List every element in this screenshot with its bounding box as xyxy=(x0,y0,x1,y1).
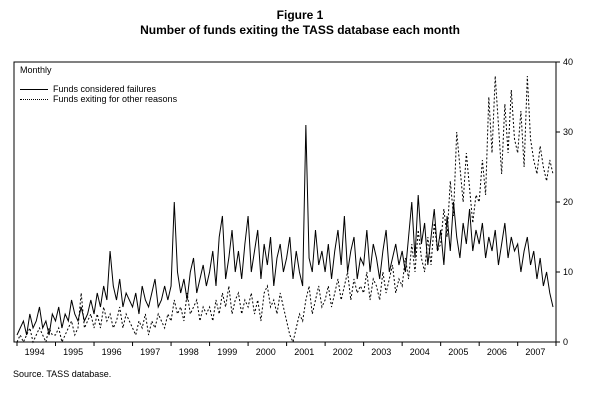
figure-number: Figure 1 xyxy=(276,8,324,22)
source-note: Source. TASS database. xyxy=(13,369,112,379)
line-chart: 0 10 20 30 40 1994 1995 1996 1997 1998 1999 2000 200… xyxy=(13,57,573,357)
x-tick-label: 2001 xyxy=(294,347,314,357)
legend-label-failures: Funds considered failures xyxy=(53,84,157,94)
x-tick-label: 1998 xyxy=(179,347,199,357)
x-tick-label: 2005 xyxy=(448,347,468,357)
dotted-line-sample xyxy=(20,98,48,100)
legend: Monthly Funds considered failures Funds … xyxy=(20,65,177,104)
title-block: Figure 1 Number of funds exiting the TAS… xyxy=(0,0,600,38)
x-tick-label: 2006 xyxy=(487,347,507,357)
x-tick-label: 2002 xyxy=(333,347,353,357)
legend-label-other-reasons: Funds exiting for other reasons xyxy=(53,94,178,104)
figure-title: Number of funds exiting the TASS databas… xyxy=(140,23,460,37)
series-line-failures xyxy=(16,124,554,336)
series-line-other-reasons xyxy=(16,75,554,344)
x-tick-label: 2007 xyxy=(525,347,545,357)
x-tick-label: 1997 xyxy=(140,347,160,357)
y-tick-label: 30 xyxy=(563,127,573,137)
x-tick-label: 2004 xyxy=(410,347,430,357)
solid-line-sample xyxy=(20,88,48,90)
chart-area: 0 10 20 30 40 1994 1995 1996 1997 1998 1999 2000 200… xyxy=(0,54,600,366)
y-tick-label: 40 xyxy=(563,57,573,67)
legend-item-failures: Funds considered failures xyxy=(20,84,177,94)
legend-item-other-reasons: Funds exiting for other reasons xyxy=(20,94,177,104)
y-tick-label: 0 xyxy=(563,337,568,347)
figure-page: Figure 1 Number of funds exiting the TAS… xyxy=(0,0,600,379)
y-tick-label: 10 xyxy=(563,267,573,277)
x-tick-label: 1995 xyxy=(63,347,83,357)
x-tick-label: 1999 xyxy=(217,347,237,357)
x-tick-label: 1996 xyxy=(102,347,122,357)
x-tick-label: 2003 xyxy=(371,347,391,357)
x-tick-label: 2000 xyxy=(256,347,276,357)
frequency-label: Monthly xyxy=(20,65,52,75)
y-tick-label: 20 xyxy=(563,197,573,207)
x-tick-label: 1994 xyxy=(25,347,45,357)
